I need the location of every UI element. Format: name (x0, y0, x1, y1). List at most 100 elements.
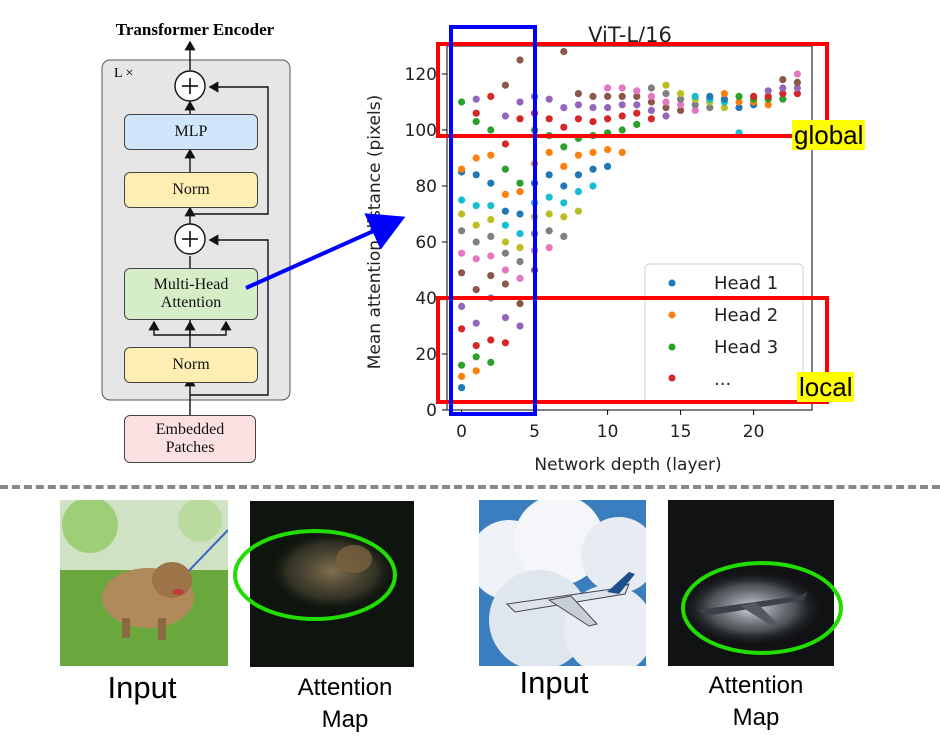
data-point (618, 101, 626, 109)
data-point (545, 210, 553, 218)
data-point (516, 115, 524, 123)
data-point (516, 300, 524, 308)
data-point (691, 101, 699, 109)
data-point (516, 188, 524, 196)
dog-attention-map (250, 501, 414, 667)
data-point (458, 384, 466, 392)
data-point (501, 249, 509, 257)
mlp-block: MLP (124, 114, 258, 150)
data-point (472, 154, 480, 162)
attention-pointer-arrow (245, 213, 406, 290)
local-region-box (436, 296, 829, 404)
data-point (501, 81, 509, 89)
data-point (487, 232, 495, 240)
norm-block-top: Norm (124, 172, 258, 208)
data-point (545, 193, 553, 201)
dog-input-image (60, 500, 228, 666)
data-point (487, 92, 495, 100)
data-point (662, 90, 670, 98)
data-point (458, 269, 466, 277)
data-point (589, 165, 597, 173)
data-point (574, 101, 583, 109)
embedded-label-line2: Patches (165, 439, 215, 456)
global-region-box (436, 42, 829, 138)
data-point (472, 255, 480, 263)
data-point (560, 123, 568, 131)
data-point (560, 48, 568, 56)
data-point (618, 148, 626, 156)
y-tick-label: 100 (405, 121, 437, 141)
data-point (662, 112, 670, 120)
data-point (779, 90, 787, 98)
data-point (560, 213, 568, 221)
data-point (735, 104, 743, 112)
data-point (662, 81, 670, 89)
data-point (501, 190, 509, 198)
data-point (618, 84, 626, 92)
data-point (618, 92, 626, 100)
data-point (472, 286, 480, 294)
data-point (750, 92, 758, 100)
legend-marker-head2 (668, 311, 676, 319)
data-point (501, 221, 509, 229)
data-point (487, 336, 495, 344)
data-point (560, 104, 568, 112)
data-point (633, 92, 641, 100)
data-points (458, 48, 802, 392)
data-point (647, 84, 656, 92)
early-layers-box (449, 25, 537, 416)
data-point (793, 70, 802, 78)
legend-marker-more (668, 374, 676, 382)
airplane-input-image (479, 500, 646, 666)
data-point (516, 274, 524, 282)
data-point (589, 104, 597, 112)
data-point (501, 140, 509, 148)
section-divider (0, 485, 940, 489)
y-tick-label: 80 (415, 177, 437, 197)
data-point (545, 148, 553, 156)
data-point (516, 258, 524, 266)
embedded-patches-block: Embedded Patches (124, 415, 256, 463)
data-point (516, 322, 524, 330)
data-point (604, 162, 612, 170)
data-point (677, 90, 685, 98)
data-point (560, 162, 568, 170)
data-point (604, 84, 612, 92)
data-point (633, 120, 641, 128)
data-point (720, 95, 729, 103)
data-point (472, 171, 480, 179)
data-point (574, 188, 583, 196)
data-point (501, 207, 509, 215)
data-point (793, 84, 802, 92)
data-point (633, 87, 641, 95)
data-point (487, 202, 495, 210)
attention-distance-chart: ViT-L/16 Network depth (layer) Mean atte… (245, 23, 829, 475)
data-point (458, 249, 466, 257)
data-point (677, 95, 685, 103)
data-point (516, 179, 524, 187)
data-point (779, 95, 787, 103)
airplane-attention-caption-line2: Map (732, 704, 780, 731)
data-point (472, 202, 480, 210)
data-point (472, 221, 480, 229)
dog-attention-oval (233, 529, 397, 621)
legend-marker-head1 (668, 279, 676, 287)
airplane-attention-caption: Attention Map (676, 670, 836, 734)
residual-add-bottom-icon (174, 223, 206, 255)
dog-attention-caption-line1: Attention (297, 674, 393, 701)
data-point (501, 112, 509, 120)
residual-add-top-icon (174, 70, 206, 102)
data-point (458, 196, 466, 204)
data-point (793, 90, 802, 98)
y-tick-label: 40 (415, 289, 437, 309)
data-point (472, 353, 480, 361)
data-point (604, 146, 612, 154)
data-point (647, 98, 656, 106)
data-point (691, 92, 699, 100)
data-point (647, 115, 656, 123)
data-point (574, 90, 583, 98)
data-point (545, 115, 553, 123)
global-tag: global (792, 120, 866, 150)
encoder-repeat-label: L × (114, 66, 134, 81)
